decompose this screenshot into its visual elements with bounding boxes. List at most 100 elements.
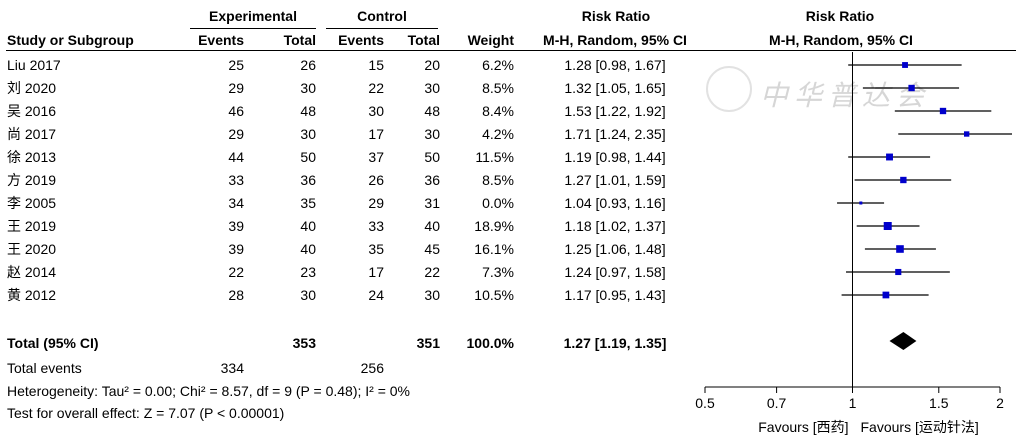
ctl-total: 20 [424,57,440,73]
x-tick-label: 1 [849,395,857,411]
ci-text: 1.04 [0.93, 1.16] [564,195,666,211]
x-tick-label: 2 [996,395,1004,411]
exp-total: 40 [300,218,316,234]
header-exp-events: Events [198,32,244,48]
effect-marker [963,131,970,137]
weight: 0.0% [482,195,514,211]
ci-text: 1.19 [0.98, 1.44] [564,149,666,165]
watermark: 中华普达会 [760,79,931,112]
effect-marker [908,84,915,92]
ctl-events: 26 [368,172,384,188]
header-risk-ratio-right: Risk Ratio [805,8,875,24]
header-risk-ratio-left: Risk Ratio [581,8,651,24]
header-method-left: M-H, Random, 95% CI [543,32,687,48]
effect-marker [883,222,892,230]
heterogeneity-text: Heterogeneity: Tau² = 0.00; Chi² = 8.57,… [7,383,410,399]
exp-events: 28 [228,287,244,303]
ci-text: 1.53 [1.22, 1.92] [564,103,666,119]
ci-text: 1.17 [0.95, 1.43] [564,287,666,303]
header-control-rule [326,28,438,29]
ctl-events: 17 [368,264,384,280]
ctl-total: 50 [424,149,440,165]
favours-left-label: Favours [西药] [758,419,848,435]
exp-events: 33 [228,172,244,188]
x-tick-label: 1.5 [929,395,949,411]
ctl-events: 37 [368,149,384,165]
study-name: 尚 2017 [7,126,57,142]
study-name: 方 2019 [7,172,57,188]
watermark-seal [706,66,752,112]
exp-total: 30 [300,287,316,303]
weight: 10.5% [474,287,514,303]
weight: 8.4% [482,103,514,119]
exp-events: 39 [228,218,244,234]
effect-marker [882,291,890,299]
total-events-label: Total events [7,360,82,376]
exp-events: 29 [228,80,244,96]
exp-total: 36 [300,172,316,188]
effect-marker [902,62,908,68]
ctl-total: 30 [424,126,440,142]
exp-events: 25 [228,57,244,73]
ctl-total: 40 [424,218,440,234]
effect-marker [859,201,863,205]
header-ctl-total: Total [407,32,440,48]
exp-total: 26 [300,57,316,73]
effect-marker [886,153,893,161]
ci-text: 1.27 [1.01, 1.59] [564,172,666,188]
header-ctl-events: Events [338,32,384,48]
overall-effect-text: Test for overall effect: Z = 7.07 (P < 0… [7,405,285,421]
exp-events: 22 [228,264,244,280]
total-weight: 100.0% [466,335,514,351]
study-name: 刘 2020 [7,80,57,96]
ctl-events: 22 [368,80,384,96]
weight: 8.5% [482,80,514,96]
exp-total: 30 [300,80,316,96]
favours-right-label: Favours [运动针法] [861,419,979,435]
total-ci-text: 1.27 [1.19, 1.35] [563,335,667,351]
weight: 18.9% [474,218,514,234]
effect-marker [900,176,907,184]
weight: 7.3% [482,264,514,280]
ctl-events: 15 [368,57,384,73]
pooled-diamond [889,332,917,350]
header-exp-total: Total [283,32,316,48]
exp-total: 48 [300,103,316,119]
ci-text: 1.28 [0.98, 1.67] [564,57,666,73]
weight: 8.5% [482,172,514,188]
study-name: 赵 2014 [7,264,57,280]
header-control: Control [357,8,407,24]
ci-text: 1.32 [1.05, 1.65] [564,80,666,96]
ctl-events: 29 [368,195,384,211]
ci-text: 1.24 [0.97, 1.58] [564,264,666,280]
weight: 11.5% [475,149,514,165]
ci-text: 1.18 [1.02, 1.37] [564,218,666,234]
weight: 4.2% [482,126,514,142]
ctl-total: 36 [424,172,440,188]
weight: 6.2% [482,57,514,73]
header-weight: Weight [467,32,514,48]
ctl-total: 31 [424,195,440,211]
header-experimental: Experimental [209,8,297,24]
exp-events: 39 [228,241,244,257]
effect-marker [895,268,902,276]
study-name: 吴 2016 [7,103,57,119]
total-exp-total: 353 [292,335,316,351]
ctl-total: 22 [424,264,440,280]
exp-events: 44 [228,149,244,165]
study-name: 王 2020 [7,241,57,257]
ctl-total: 30 [424,287,440,303]
study-name: Liu 2017 [7,57,61,73]
exp-events: 46 [228,103,244,119]
x-tick-label: 0.7 [767,395,787,411]
x-tick-label: 0.5 [695,395,715,411]
effect-marker [939,107,947,115]
ci-text: 1.71 [1.24, 2.35] [564,126,666,142]
exp-total: 23 [300,264,316,280]
study-name: 徐 2013 [7,149,57,165]
effect-marker [896,245,904,253]
header-study: Study or Subgroup [7,32,134,48]
ctl-total: 45 [424,241,440,257]
study-name: 王 2019 [7,218,57,234]
